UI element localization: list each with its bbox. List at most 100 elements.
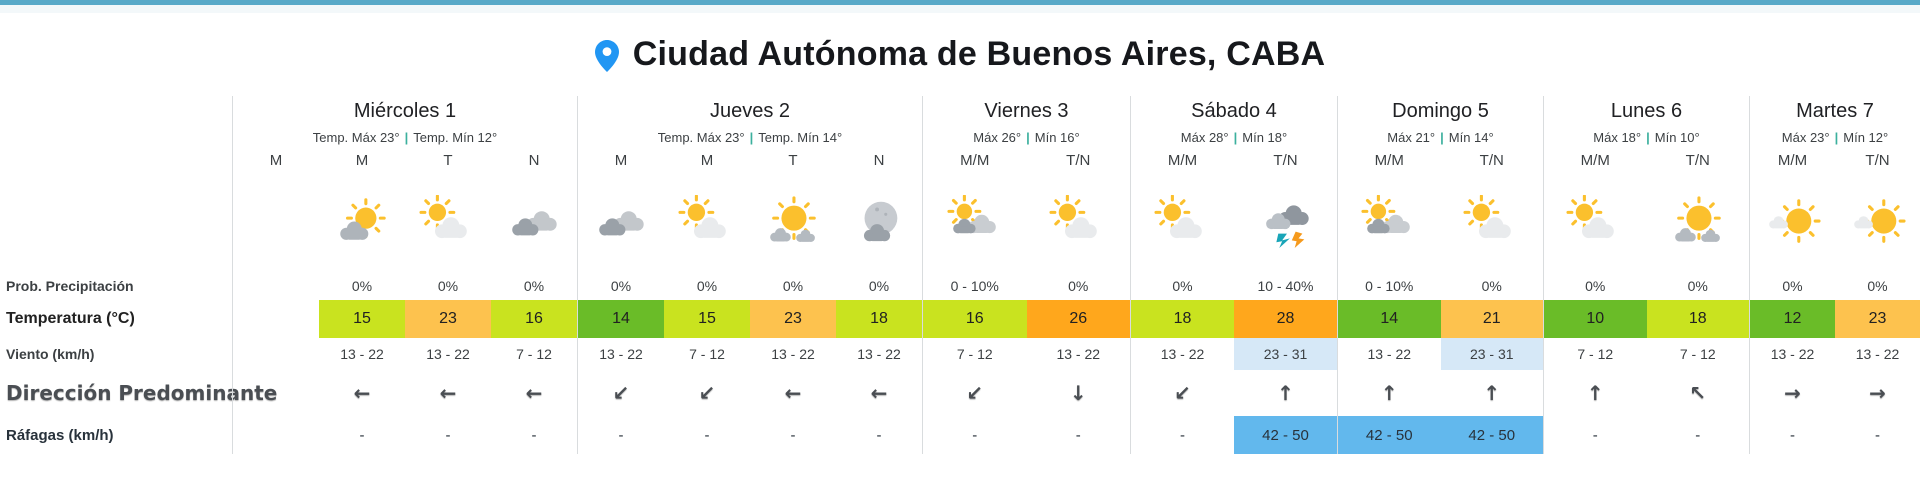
period-label: T/N [1479, 151, 1504, 169]
wind-row: 13 - 22 13 - 22 7 - 12 [233, 338, 577, 370]
direction-row: ↙ ↓ [923, 370, 1130, 416]
gusts-value: - [531, 426, 537, 444]
temperature-value: 28 [1234, 300, 1337, 338]
day-temp-summary: Temp. Máx 23° | Temp. Mín 14° [578, 126, 922, 148]
cloudy-icon [590, 195, 652, 249]
wind-direction-arrow: ↑ [1380, 381, 1398, 405]
gusts-value: - [1695, 426, 1701, 444]
wind-row: 7 - 12 7 - 12 [1544, 338, 1749, 370]
precipitation-value [233, 272, 319, 300]
day-temp-summary: Máx 28° | Mín 18° [1131, 126, 1337, 148]
gusts-value: - [1180, 426, 1185, 444]
gusts-row: -- [1544, 416, 1749, 454]
period-label: N [873, 151, 885, 169]
period-label: M/M [1777, 151, 1808, 169]
wind-row: 13 - 22 13 - 22 [1750, 338, 1920, 370]
mostly-sunny-icon [762, 195, 824, 249]
location-header: Ciudad Autónoma de Buenos Aires, CABA [0, 13, 1920, 96]
precipitation-value: 0 - 10% [950, 278, 999, 294]
summary-separator: | [1834, 129, 1839, 145]
cloud-sun-icon [1152, 195, 1214, 249]
temperature-row: 18 28 [1131, 300, 1337, 338]
summary-separator: | [1233, 129, 1238, 145]
cloud-sun-icon [676, 195, 738, 249]
wind-value: 23 - 31 [1440, 338, 1543, 370]
top-accent-bar [0, 0, 1920, 5]
summary-separator: | [1440, 129, 1444, 145]
day-column-4: Sábado 4 Máx 28° | Mín 18° M/M T/N 0% 10 -… [1130, 96, 1337, 454]
gusts-row: --- [233, 416, 577, 454]
gusts-row: -- [1750, 416, 1920, 454]
row-label-precipitation: Prob. Precipitación [6, 278, 134, 294]
wind-direction-arrow: ↙ [1174, 381, 1191, 405]
storm-icon [1255, 195, 1317, 249]
day-max-temp: Máx 28° [1180, 129, 1229, 145]
partly-cloudy-icon [331, 195, 393, 249]
day-name: Domingo 5 [1392, 99, 1489, 122]
temperature-value: 23 [405, 300, 491, 338]
gusts-value: - [618, 426, 624, 444]
wind-direction-arrow: ← [439, 381, 457, 405]
mostly-sunny-icon [1667, 195, 1729, 249]
precipitation-value: 0% [1867, 278, 1888, 294]
wind-direction-arrow: ← [870, 381, 888, 405]
day-name: Lunes 6 [1610, 99, 1683, 122]
labels-spacer [0, 96, 232, 272]
temperature-row: 10 18 [1544, 300, 1749, 338]
gusts-value: - [359, 426, 365, 444]
temperature-value: 18 [1646, 300, 1749, 338]
day-name: Sábado 4 [1191, 99, 1277, 122]
weather-icons-row [1544, 172, 1749, 272]
period-label: M/M [960, 151, 990, 169]
day-column-3: Viernes 3 Máx 26° | Mín 16° M/M T/N 0 - 1… [922, 96, 1130, 454]
period-label: M [355, 151, 369, 169]
temperature-value: 12 [1750, 300, 1835, 338]
temperature-value: 21 [1440, 300, 1543, 338]
precipitation-row: 0 - 10% 0% [923, 272, 1130, 300]
period-labels-row: M/M T/N [1338, 148, 1543, 172]
day-name: Viernes 3 [984, 99, 1069, 122]
period-labels-row: M/M T/N [1544, 148, 1749, 172]
wind-value: 13 - 22 [426, 346, 470, 362]
day-max-temp: Máx 23° [1781, 129, 1830, 145]
wind-direction-arrow: ↖ [1689, 381, 1707, 405]
period-label: T/N [1273, 151, 1298, 169]
precipitation-value: 10 - 40% [1257, 278, 1314, 294]
precipitation-value: 0% [1782, 278, 1803, 294]
gusts-row: ---- [578, 416, 922, 454]
direction-row: ↑ ↖ [1544, 370, 1749, 416]
day-max-temp: Máx 26° [973, 129, 1022, 145]
weather-icons-row [1338, 172, 1543, 272]
period-label: T/N [1685, 151, 1710, 169]
precipitation-value: 0% [1687, 278, 1708, 294]
direction-row: ↑ ↑ [1338, 370, 1543, 416]
wind-direction-arrow: → [1869, 381, 1886, 405]
temperature-row: 12 23 [1750, 300, 1920, 338]
period-label: M [700, 151, 714, 169]
header-band [0, 5, 1920, 13]
day-column-5: Domingo 5 Máx 21° | Mín 14° M/M T/N 0 - 1… [1337, 96, 1543, 454]
wind-value: 23 - 31 [1234, 338, 1337, 370]
period-label: T/N [1066, 151, 1091, 169]
day-name: Martes 7 [1796, 99, 1874, 122]
gusts-value: 42 - 50 [1440, 416, 1543, 454]
wind-value: 13 - 22 [599, 346, 643, 362]
weather-icons-row [923, 172, 1130, 272]
wind-value: 13 - 22 [1160, 346, 1205, 362]
cloud-sun-icon [1461, 195, 1523, 249]
wind-row: 13 - 22 23 - 31 [1338, 338, 1543, 370]
gusts-value [233, 416, 319, 454]
weather-icons-row [233, 172, 577, 272]
cloud-sun-icon [1047, 195, 1109, 249]
day-min-temp: Mín 14° [1448, 129, 1494, 145]
gusts-value: - [1790, 426, 1795, 444]
wind-direction-arrow: ← [784, 381, 802, 405]
gusts-value: 42 - 50 [1234, 416, 1337, 454]
wind-row: 7 - 12 13 - 22 [923, 338, 1130, 370]
weather-icons-row [1750, 172, 1920, 272]
wind-value: 7 - 12 [1679, 346, 1716, 362]
temperature-value [233, 300, 319, 338]
